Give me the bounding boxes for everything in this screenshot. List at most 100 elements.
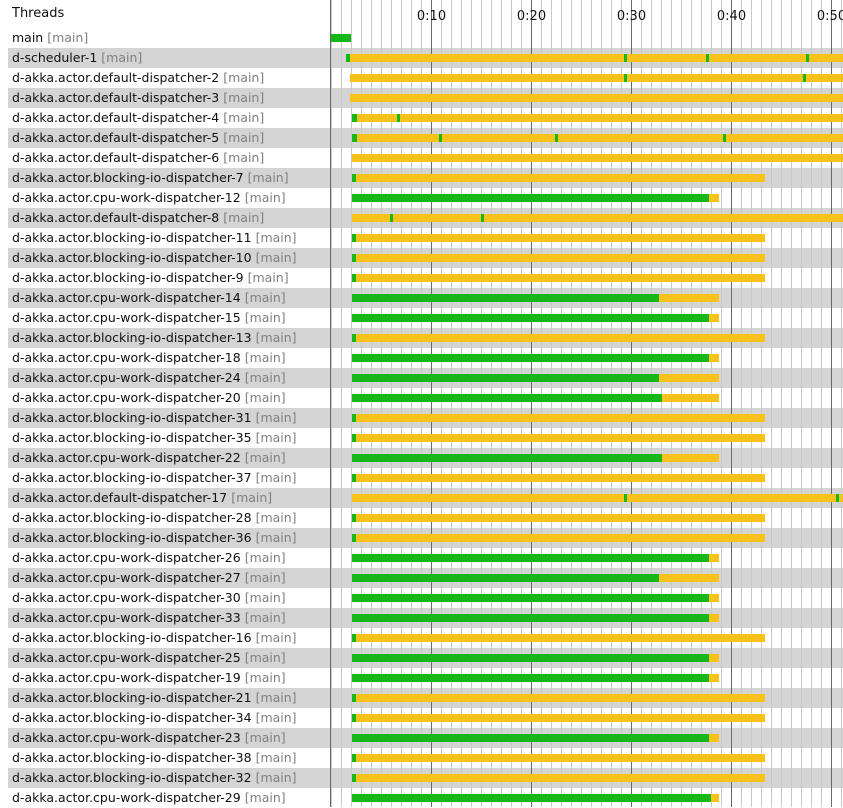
thread-group: [main] <box>255 710 297 725</box>
thread-name: d-akka.actor.blocking-io-dispatcher-37 <box>12 470 252 485</box>
thread-row[interactable]: d-akka.actor.blocking-io-dispatcher-36 [… <box>8 528 330 548</box>
running-segment <box>352 674 709 682</box>
running-segment <box>352 734 709 742</box>
waiting-segment <box>659 294 719 302</box>
thread-name: d-akka.actor.default-dispatcher-17 <box>12 490 228 505</box>
threads-column-header[interactable]: Threads <box>12 6 65 21</box>
waiting-segment <box>659 574 719 582</box>
thread-name: d-akka.actor.cpu-work-dispatcher-20 <box>12 390 241 405</box>
thread-row[interactable]: d-akka.actor.default-dispatcher-4 [main] <box>8 108 330 128</box>
running-segment <box>352 334 356 342</box>
waiting-segment <box>709 614 719 622</box>
thread-name: d-akka.actor.cpu-work-dispatcher-19 <box>12 670 241 685</box>
running-marker <box>706 54 709 62</box>
thread-row[interactable]: d-akka.actor.default-dispatcher-17 [main… <box>8 488 330 508</box>
thread-row[interactable]: d-akka.actor.blocking-io-dispatcher-21 [… <box>8 688 330 708</box>
thread-row[interactable]: d-akka.actor.default-dispatcher-2 [main] <box>8 68 330 88</box>
thread-group: [main] <box>247 270 289 285</box>
thread-group: [main] <box>255 770 297 785</box>
waiting-segment <box>357 114 843 122</box>
thread-row[interactable]: d-akka.actor.blocking-io-dispatcher-10 [… <box>8 248 330 268</box>
thread-row[interactable]: d-akka.actor.cpu-work-dispatcher-24 [mai… <box>8 368 330 388</box>
thread-row[interactable]: d-akka.actor.blocking-io-dispatcher-28 [… <box>8 508 330 528</box>
running-segment <box>331 34 351 42</box>
thread-row[interactable]: d-akka.actor.cpu-work-dispatcher-23 [mai… <box>8 728 330 748</box>
running-segment <box>352 654 709 662</box>
running-segment <box>346 54 350 62</box>
waiting-segment <box>709 314 719 322</box>
thread-row[interactable]: d-akka.actor.blocking-io-dispatcher-7 [m… <box>8 168 330 188</box>
running-marker <box>624 54 627 62</box>
running-segment <box>352 354 709 362</box>
waiting-segment <box>662 454 719 462</box>
thread-row[interactable]: d-akka.actor.cpu-work-dispatcher-22 [mai… <box>8 448 330 468</box>
running-segment <box>352 254 356 262</box>
thread-name: d-akka.actor.cpu-work-dispatcher-25 <box>12 650 241 665</box>
thread-row[interactable]: main [main] <box>8 28 330 48</box>
thread-group: [main] <box>255 530 297 545</box>
thread-name: d-akka.actor.default-dispatcher-8 <box>12 210 220 225</box>
thread-group: [main] <box>255 230 297 245</box>
running-segment <box>352 174 356 182</box>
thread-group: [main] <box>255 430 297 445</box>
waiting-segment <box>356 414 765 422</box>
waiting-segment <box>662 394 719 402</box>
thread-row[interactable]: d-akka.actor.blocking-io-dispatcher-34 [… <box>8 708 330 728</box>
thread-name: d-akka.actor.blocking-io-dispatcher-35 <box>12 430 252 445</box>
thread-row[interactable]: d-akka.actor.blocking-io-dispatcher-37 [… <box>8 468 330 488</box>
thread-group: [main] <box>244 370 286 385</box>
thread-row[interactable]: d-akka.actor.default-dispatcher-3 [main] <box>8 88 330 108</box>
running-marker <box>624 494 627 502</box>
thread-group: [main] <box>244 550 286 565</box>
waiting-segment <box>350 74 843 82</box>
waiting-segment <box>352 214 843 222</box>
thread-row[interactable]: d-akka.actor.cpu-work-dispatcher-27 [mai… <box>8 568 330 588</box>
thread-row[interactable]: d-akka.actor.cpu-work-dispatcher-14 [mai… <box>8 288 330 308</box>
thread-row[interactable]: d-akka.actor.default-dispatcher-8 [main] <box>8 208 330 228</box>
thread-row[interactable]: d-akka.actor.cpu-work-dispatcher-19 [mai… <box>8 668 330 688</box>
thread-row[interactable]: d-akka.actor.default-dispatcher-6 [main] <box>8 148 330 168</box>
thread-row[interactable]: d-akka.actor.blocking-io-dispatcher-31 [… <box>8 408 330 428</box>
waiting-segment <box>356 634 765 642</box>
thread-row[interactable]: d-akka.actor.cpu-work-dispatcher-26 [mai… <box>8 548 330 568</box>
thread-row[interactable]: d-akka.actor.cpu-work-dispatcher-15 [mai… <box>8 308 330 328</box>
thread-row[interactable]: d-akka.actor.cpu-work-dispatcher-12 [mai… <box>8 188 330 208</box>
thread-group: [main] <box>244 290 286 305</box>
timeline-panel[interactable]: 0:10 0:20 0:30 0:40 0:50 <box>330 0 843 807</box>
thread-list: Threads main [main] d-scheduler-1 [main] d… <box>0 0 330 807</box>
thread-group: [main] <box>223 210 265 225</box>
thread-group: [main] <box>244 450 286 465</box>
running-segment <box>352 754 356 762</box>
thread-group: [main] <box>244 390 286 405</box>
thread-group: [main] <box>101 50 143 65</box>
timeline-chart[interactable]: 0:10 0:20 0:30 0:40 0:50 <box>330 0 843 807</box>
thread-row[interactable]: d-akka.actor.blocking-io-dispatcher-32 [… <box>8 768 330 788</box>
thread-row[interactable]: d-akka.actor.blocking-io-dispatcher-35 [… <box>8 428 330 448</box>
running-segment <box>352 394 662 402</box>
thread-name: d-akka.actor.blocking-io-dispatcher-9 <box>12 270 244 285</box>
thread-name: d-akka.actor.cpu-work-dispatcher-24 <box>12 370 241 385</box>
thread-row[interactable]: d-akka.actor.cpu-work-dispatcher-29 [mai… <box>8 788 330 808</box>
thread-name: d-akka.actor.cpu-work-dispatcher-22 <box>12 450 241 465</box>
waiting-segment <box>356 334 765 342</box>
thread-row[interactable]: d-akka.actor.cpu-work-dispatcher-30 [mai… <box>8 588 330 608</box>
thread-row[interactable]: d-akka.actor.cpu-work-dispatcher-33 [mai… <box>8 608 330 628</box>
thread-row[interactable]: d-akka.actor.blocking-io-dispatcher-13 [… <box>8 328 330 348</box>
thread-row[interactable]: d-akka.actor.cpu-work-dispatcher-20 [mai… <box>8 388 330 408</box>
thread-row[interactable]: d-scheduler-1 [main] <box>8 48 330 68</box>
thread-name: d-akka.actor.blocking-io-dispatcher-36 <box>12 530 252 545</box>
waiting-segment <box>356 694 765 702</box>
running-segment <box>352 574 659 582</box>
thread-row[interactable]: d-akka.actor.blocking-io-dispatcher-38 [… <box>8 748 330 768</box>
waiting-segment <box>356 174 765 182</box>
thread-row[interactable]: d-akka.actor.blocking-io-dispatcher-9 [m… <box>8 268 330 288</box>
thread-row[interactable]: d-akka.actor.blocking-io-dispatcher-11 [… <box>8 228 330 248</box>
thread-name: d-akka.actor.default-dispatcher-3 <box>12 90 220 105</box>
thread-name: d-akka.actor.blocking-io-dispatcher-34 <box>12 710 252 725</box>
thread-row[interactable]: d-akka.actor.cpu-work-dispatcher-18 [mai… <box>8 348 330 368</box>
thread-name: d-akka.actor.blocking-io-dispatcher-31 <box>12 410 252 425</box>
waiting-segment <box>350 54 843 62</box>
thread-row[interactable]: d-akka.actor.default-dispatcher-5 [main] <box>8 128 330 148</box>
thread-row[interactable]: d-akka.actor.blocking-io-dispatcher-16 [… <box>8 628 330 648</box>
thread-row[interactable]: d-akka.actor.cpu-work-dispatcher-25 [mai… <box>8 648 330 668</box>
